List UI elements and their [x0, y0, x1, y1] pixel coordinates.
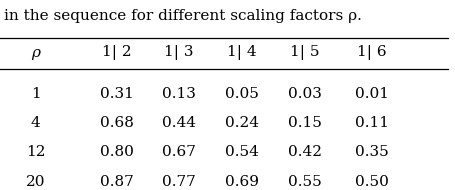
Text: 0.50: 0.50 — [354, 175, 388, 188]
Text: in the sequence for different scaling factors ρ.: in the sequence for different scaling fa… — [5, 10, 362, 23]
Text: 0.80: 0.80 — [99, 145, 133, 159]
Text: 1| 3: 1| 3 — [164, 45, 193, 60]
Text: 0.68: 0.68 — [99, 116, 133, 130]
Text: 0.69: 0.69 — [224, 175, 258, 188]
Text: 1| 5: 1| 5 — [289, 45, 318, 60]
Text: 0.42: 0.42 — [287, 145, 321, 159]
Text: 0.13: 0.13 — [162, 87, 196, 101]
Text: 0.24: 0.24 — [224, 116, 258, 130]
Text: 1| 4: 1| 4 — [227, 45, 256, 60]
Text: 0.35: 0.35 — [354, 145, 388, 159]
Text: 0.11: 0.11 — [354, 116, 388, 130]
Text: 0.31: 0.31 — [99, 87, 133, 101]
Text: 0.01: 0.01 — [354, 87, 388, 101]
Text: 0.67: 0.67 — [162, 145, 196, 159]
Text: 4: 4 — [31, 116, 40, 130]
Text: 0.05: 0.05 — [224, 87, 258, 101]
Text: 12: 12 — [26, 145, 46, 159]
Text: 1| 2: 1| 2 — [101, 45, 131, 60]
Text: 0.55: 0.55 — [287, 175, 321, 188]
Text: ρ: ρ — [31, 46, 40, 60]
Text: 20: 20 — [26, 175, 46, 188]
Text: 0.44: 0.44 — [162, 116, 196, 130]
Text: 0.15: 0.15 — [287, 116, 321, 130]
Text: 0.03: 0.03 — [287, 87, 321, 101]
Text: 0.87: 0.87 — [99, 175, 133, 188]
Text: 1: 1 — [31, 87, 40, 101]
Text: 0.54: 0.54 — [224, 145, 258, 159]
Text: 0.77: 0.77 — [162, 175, 196, 188]
Text: 1| 6: 1| 6 — [356, 45, 386, 60]
